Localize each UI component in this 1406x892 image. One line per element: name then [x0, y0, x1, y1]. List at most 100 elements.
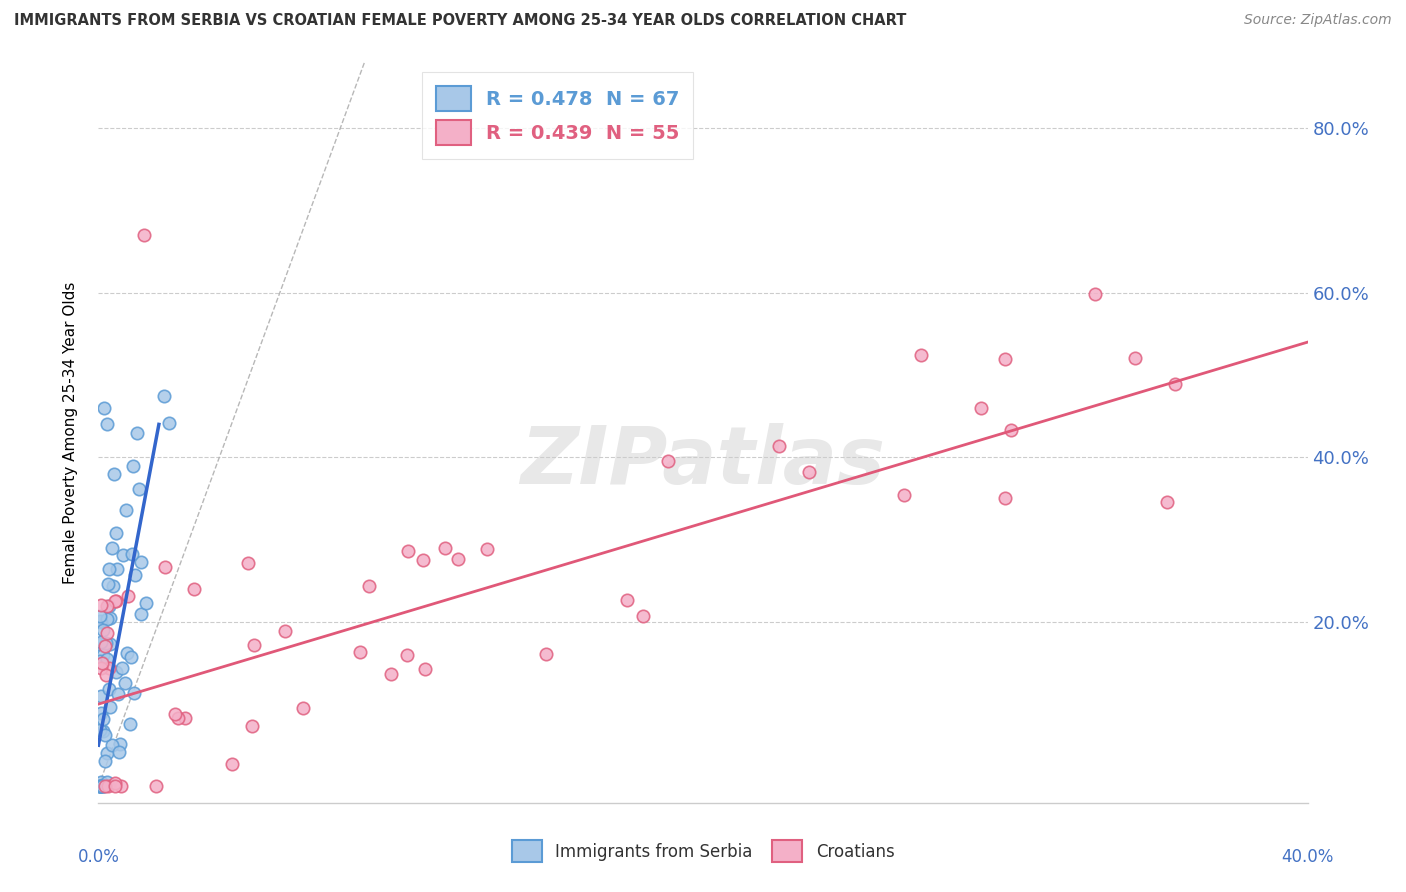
Point	[96, 625, 118, 640]
Point	[118, 717, 141, 731]
Point	[90, 661, 112, 675]
Point	[166, 710, 188, 724]
Point	[129, 607, 152, 621]
Point	[107, 687, 129, 701]
Point	[534, 647, 557, 661]
Point	[89, 780, 111, 794]
Point	[108, 745, 131, 759]
Point	[91, 780, 114, 794]
Point	[910, 348, 932, 362]
Point	[125, 426, 148, 441]
Point	[135, 597, 157, 611]
Point	[104, 775, 127, 789]
Point	[93, 780, 115, 794]
Point	[91, 724, 114, 739]
Point	[359, 579, 381, 593]
Point	[89, 780, 111, 794]
Point	[292, 700, 315, 714]
Point	[413, 663, 436, 677]
Point	[96, 417, 118, 432]
Point	[89, 637, 111, 651]
Point	[157, 416, 180, 430]
Point	[1164, 376, 1187, 391]
Point	[96, 747, 118, 761]
Point	[657, 454, 679, 468]
Point	[89, 723, 111, 738]
Text: 0.0%: 0.0%	[77, 848, 120, 866]
Point	[90, 775, 112, 789]
Point	[221, 757, 243, 772]
Point	[111, 548, 134, 562]
Point	[97, 780, 120, 794]
Point	[104, 594, 127, 608]
Point	[893, 488, 915, 502]
Point	[96, 612, 118, 626]
Point	[105, 665, 128, 679]
Point	[89, 780, 111, 794]
Point	[98, 682, 121, 697]
Point	[94, 639, 117, 653]
Point	[117, 647, 139, 661]
Point	[1123, 351, 1146, 365]
Point	[94, 727, 117, 741]
Point	[243, 639, 266, 653]
Point	[91, 780, 114, 794]
Point	[94, 754, 117, 768]
Point	[380, 667, 402, 681]
Point	[104, 780, 127, 794]
Point	[90, 689, 112, 703]
Point	[124, 568, 146, 582]
Point	[90, 615, 112, 630]
Point	[236, 556, 259, 570]
Point	[114, 675, 136, 690]
Y-axis label: Female Poverty Among 25-34 Year Olds: Female Poverty Among 25-34 Year Olds	[63, 282, 77, 583]
Point	[96, 774, 118, 789]
Point	[616, 592, 638, 607]
Point	[90, 780, 112, 794]
Point	[98, 599, 121, 613]
Point	[101, 739, 124, 753]
Point	[396, 543, 419, 558]
Point	[970, 401, 993, 415]
Point	[1156, 494, 1178, 508]
Point	[132, 228, 155, 243]
Point	[105, 594, 128, 608]
Point	[98, 611, 121, 625]
Point	[103, 467, 125, 481]
Text: IMMIGRANTS FROM SERBIA VS CROATIAN FEMALE POVERTY AMONG 25-34 YEAR OLDS CORRELAT: IMMIGRANTS FROM SERBIA VS CROATIAN FEMAL…	[14, 13, 907, 29]
Point	[129, 555, 152, 569]
Point	[94, 780, 117, 794]
Point	[89, 654, 111, 668]
Point	[103, 579, 125, 593]
Point	[163, 706, 186, 721]
Point	[1000, 423, 1022, 437]
Point	[98, 661, 121, 675]
Point	[128, 482, 150, 496]
Point	[98, 637, 121, 651]
Point	[122, 459, 145, 474]
Point	[98, 562, 121, 576]
Point	[96, 651, 118, 665]
Point	[89, 614, 111, 628]
Point	[110, 780, 132, 794]
Point	[91, 623, 114, 637]
Text: ZIPatlas: ZIPatlas	[520, 423, 886, 501]
Point	[633, 609, 655, 624]
Point	[89, 609, 111, 624]
Point	[91, 648, 114, 662]
Point	[240, 719, 263, 733]
Point	[412, 552, 434, 566]
Legend: Immigrants from Serbia, Croatians: Immigrants from Serbia, Croatians	[505, 834, 901, 869]
Point	[91, 712, 114, 726]
Point	[90, 635, 112, 649]
Text: 40.0%: 40.0%	[1281, 848, 1334, 866]
Point	[274, 624, 297, 639]
Point	[90, 598, 112, 612]
Point	[100, 541, 122, 556]
Point	[152, 389, 174, 403]
Point	[155, 560, 177, 574]
Point	[173, 711, 195, 725]
Point	[120, 650, 142, 665]
Point	[797, 466, 820, 480]
Point	[96, 599, 118, 613]
